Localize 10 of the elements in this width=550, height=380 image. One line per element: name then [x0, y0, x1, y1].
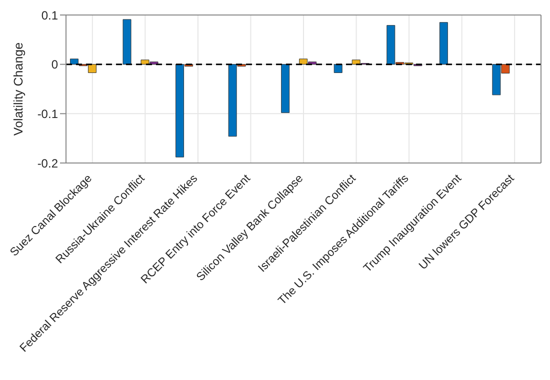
- y-axis-title: Volatility Change: [11, 42, 26, 136]
- bar: [281, 64, 290, 113]
- bar: [122, 19, 132, 65]
- y-tick-label: 0: [51, 58, 58, 72]
- y-tick-label: -0.2: [37, 156, 58, 170]
- bar: [439, 22, 448, 65]
- bar: [334, 64, 342, 73]
- y-tick-label: -0.1: [37, 106, 58, 121]
- bar: [70, 58, 78, 65]
- y-tick-label: 0.1: [41, 8, 58, 22]
